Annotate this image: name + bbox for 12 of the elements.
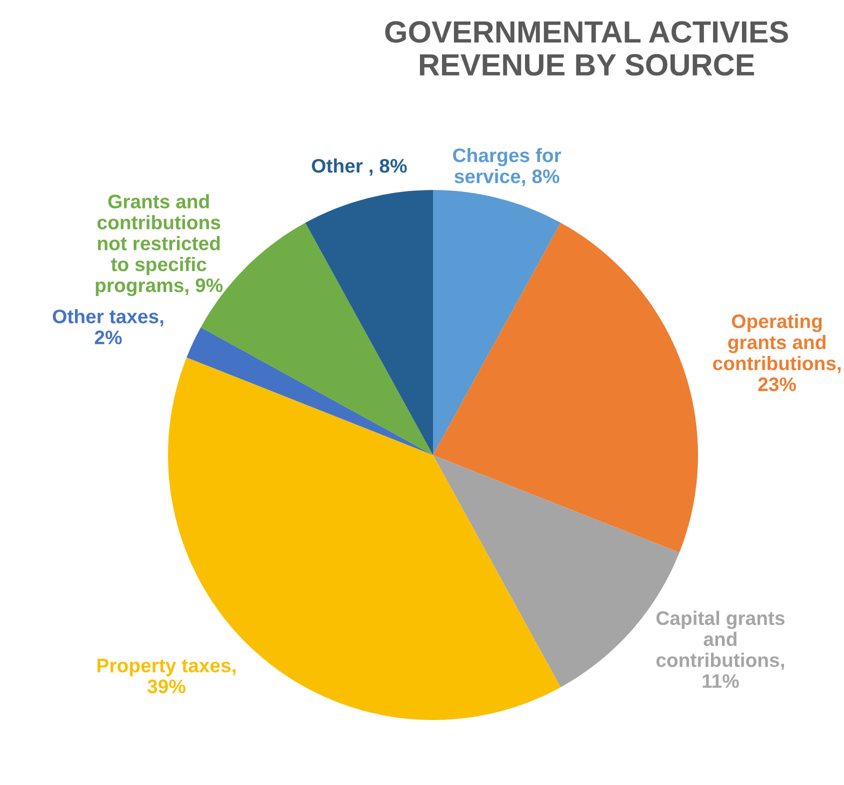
pie-slice: [433, 190, 561, 455]
pie-slice: [305, 190, 433, 455]
slice-label: Other taxes, 2%: [52, 309, 164, 344]
slice-label: Operating grants and contributions, 23%: [713, 314, 841, 392]
slice-label: Grants and contributions not restricted to specific programs, 9%: [96, 194, 223, 296]
slice-label: Other , 8%: [312, 158, 407, 176]
pie-slice: [433, 222, 698, 553]
chart-title: GOVERNMENTAL ACTIVIES REVENUE BY SOURCE: [385, 21, 788, 76]
slice-label: Capital grants and contributions, 11%: [656, 610, 784, 688]
slice-label: Charges for service, 8%: [453, 148, 562, 186]
pie-slice: [186, 327, 433, 455]
slice-label: Property taxes, 39%: [98, 658, 236, 694]
